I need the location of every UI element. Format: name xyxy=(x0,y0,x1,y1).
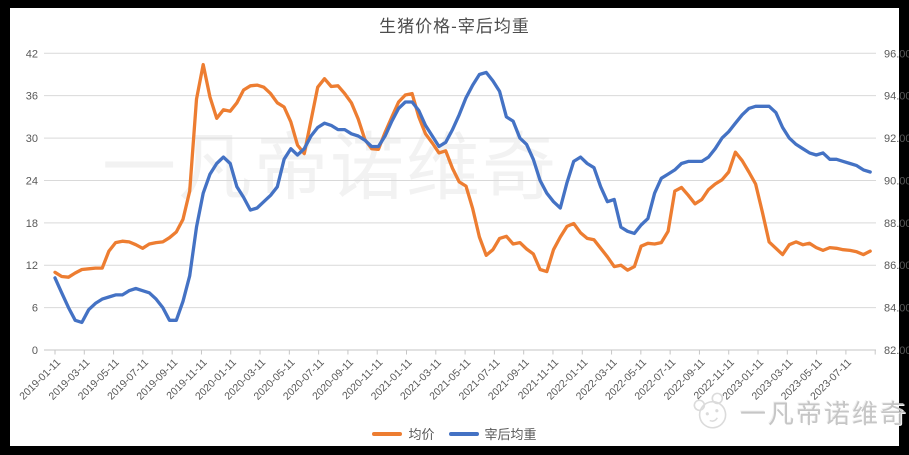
legend-item-avg-price: 均价 xyxy=(372,424,435,443)
watermark-bottom-right: 一凡帝诺维奇 xyxy=(690,392,908,432)
svg-text:84.00: 84.00 xyxy=(884,303,909,315)
svg-text:30: 30 xyxy=(26,133,38,145)
legend-item-carcass-weight: 宰后均重 xyxy=(448,424,537,443)
svg-text:94.00: 94.00 xyxy=(884,91,909,103)
watermark-center: 一凡帝诺维奇 xyxy=(102,126,558,209)
legend: 均价 宰后均重 xyxy=(0,424,909,443)
carcass-weight-line-swatch xyxy=(448,431,479,436)
svg-text:36: 36 xyxy=(26,91,38,103)
svg-text:18: 18 xyxy=(26,218,38,230)
watermark-text: 一凡帝诺维奇 xyxy=(740,398,909,429)
svg-text:90.00: 90.00 xyxy=(884,175,909,187)
svg-text:0: 0 xyxy=(32,345,38,357)
svg-text:6: 6 xyxy=(32,303,38,315)
svg-text:86.00: 86.00 xyxy=(884,260,909,272)
svg-text:24: 24 xyxy=(26,175,38,187)
svg-text:12: 12 xyxy=(26,260,38,272)
chart-canvas xyxy=(10,8,899,446)
legend-label-carcass-weight: 宰后均重 xyxy=(484,427,537,442)
chart-title: 生猪价格-宰后均重 xyxy=(379,17,530,36)
svg-text:88.00: 88.00 xyxy=(884,218,909,230)
panda-doodle-icon xyxy=(693,392,727,429)
legend-label-avg-price: 均价 xyxy=(408,427,435,442)
svg-text:96.00: 96.00 xyxy=(884,48,909,60)
svg-text:42: 42 xyxy=(26,48,38,60)
svg-text:82.00: 82.00 xyxy=(884,345,909,357)
svg-text:92.00: 92.00 xyxy=(884,133,909,145)
avg-price-line-swatch xyxy=(372,431,403,436)
